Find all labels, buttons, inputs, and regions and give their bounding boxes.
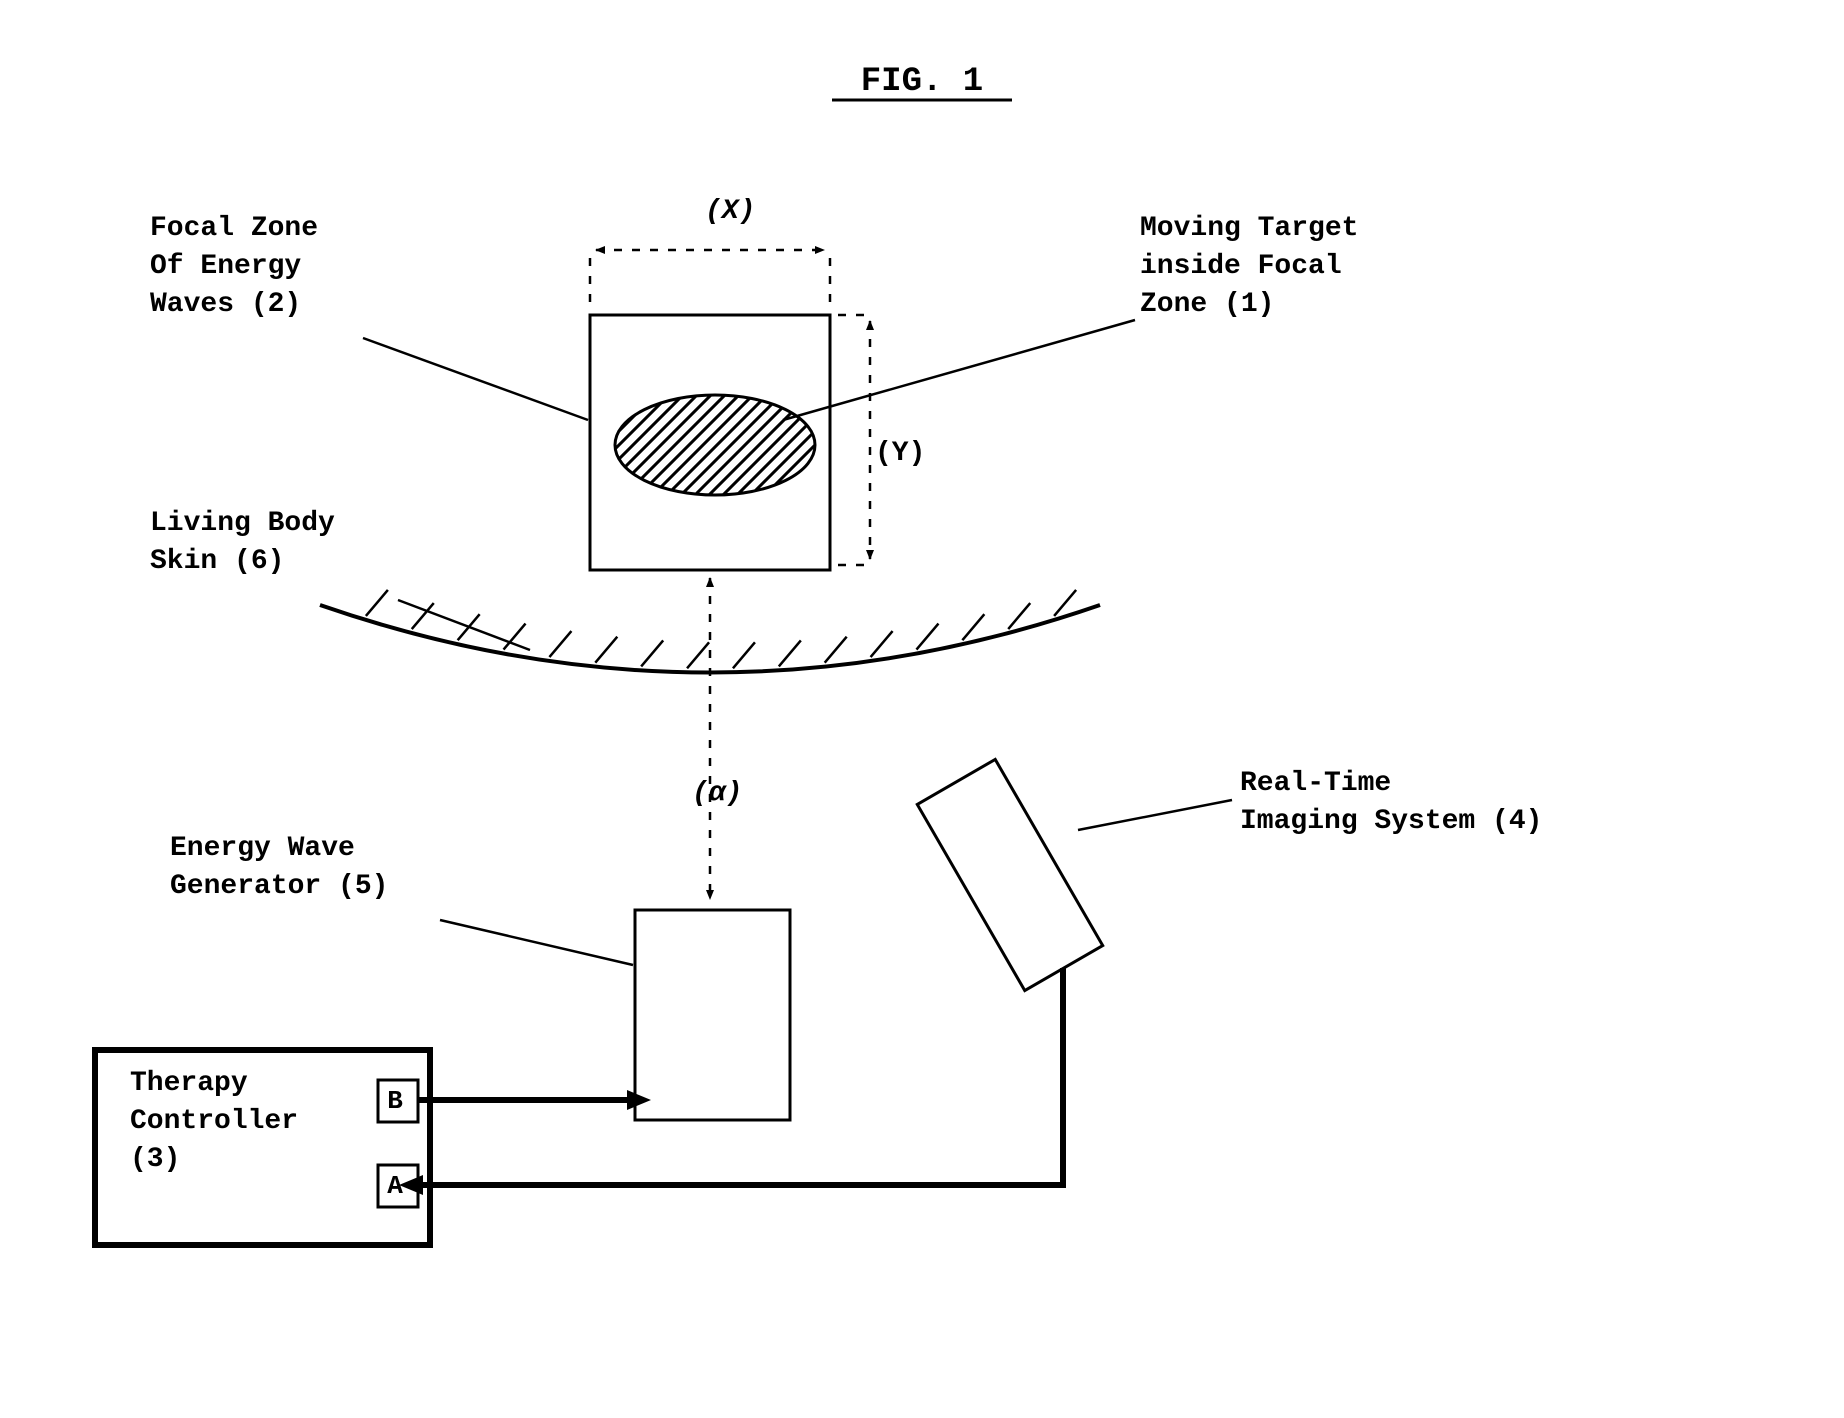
label-d: (α) [692, 778, 742, 809]
leader-skin [398, 600, 530, 650]
label-skin-line0: Living Body [150, 508, 335, 539]
label-moving_target-line2: Zone (1) [1140, 289, 1274, 320]
label-skin: Living Body Skin (6) [150, 508, 335, 577]
imager-box [917, 759, 1102, 990]
leader-target [783, 320, 1135, 420]
leader-imager [1078, 800, 1232, 830]
label-focal_zone-line1: Of Energy [150, 251, 301, 282]
skin-hatch [733, 642, 755, 668]
label-focal_zone-line0: Focal Zone [150, 213, 318, 244]
label-controller: Therapy Controller (3) [130, 1068, 298, 1175]
label-generator: Energy Wave Generator (5) [170, 833, 388, 902]
leader-focal [363, 338, 588, 420]
label-imaging-line0: Real-Time [1240, 768, 1391, 799]
skin-hatch [871, 631, 893, 657]
label-moving_target: Moving Target inside Focal Zone (1) [1140, 213, 1358, 320]
skin-hatch [825, 637, 847, 663]
label-focal_zone: Focal Zone Of Energy Waves (2) [150, 213, 318, 320]
target-ellipse [615, 395, 815, 495]
port-b-label: B [387, 1086, 403, 1116]
skin-hatch [1008, 603, 1030, 629]
generator-box [635, 910, 790, 1120]
label-focal_zone-line2: Waves (2) [150, 289, 301, 320]
label-controller-line2: (3) [130, 1144, 180, 1175]
label-generator-line0: Energy Wave [170, 833, 355, 864]
label-X: (X) [705, 196, 755, 227]
skin-hatch [595, 637, 617, 663]
skin-hatch [549, 631, 571, 657]
leader-gen [440, 920, 633, 965]
skin-hatch [916, 624, 938, 650]
label-Y: (Y) [875, 438, 925, 469]
port-a-label: A [387, 1171, 403, 1201]
skin-hatch [366, 590, 388, 616]
skin-hatch [962, 614, 984, 640]
wire-imager-to-a [418, 968, 1063, 1185]
label-generator-line1: Generator (5) [170, 871, 388, 902]
label-imaging-line1: Imaging System (4) [1240, 806, 1542, 837]
label-imaging: Real-Time Imaging System (4) [1240, 768, 1542, 837]
skin-hatch [779, 640, 801, 666]
label-moving_target-line0: Moving Target [1140, 213, 1358, 244]
label-controller-line0: Therapy [130, 1068, 248, 1099]
label-controller-line1: Controller [130, 1106, 298, 1137]
skin-hatch [687, 642, 709, 668]
skin-hatch [504, 624, 526, 650]
skin-hatch [641, 640, 663, 666]
label-skin-line1: Skin (6) [150, 546, 284, 577]
label-moving_target-line1: inside Focal [1140, 251, 1342, 282]
figure-title: FIG. 1 [861, 63, 983, 101]
